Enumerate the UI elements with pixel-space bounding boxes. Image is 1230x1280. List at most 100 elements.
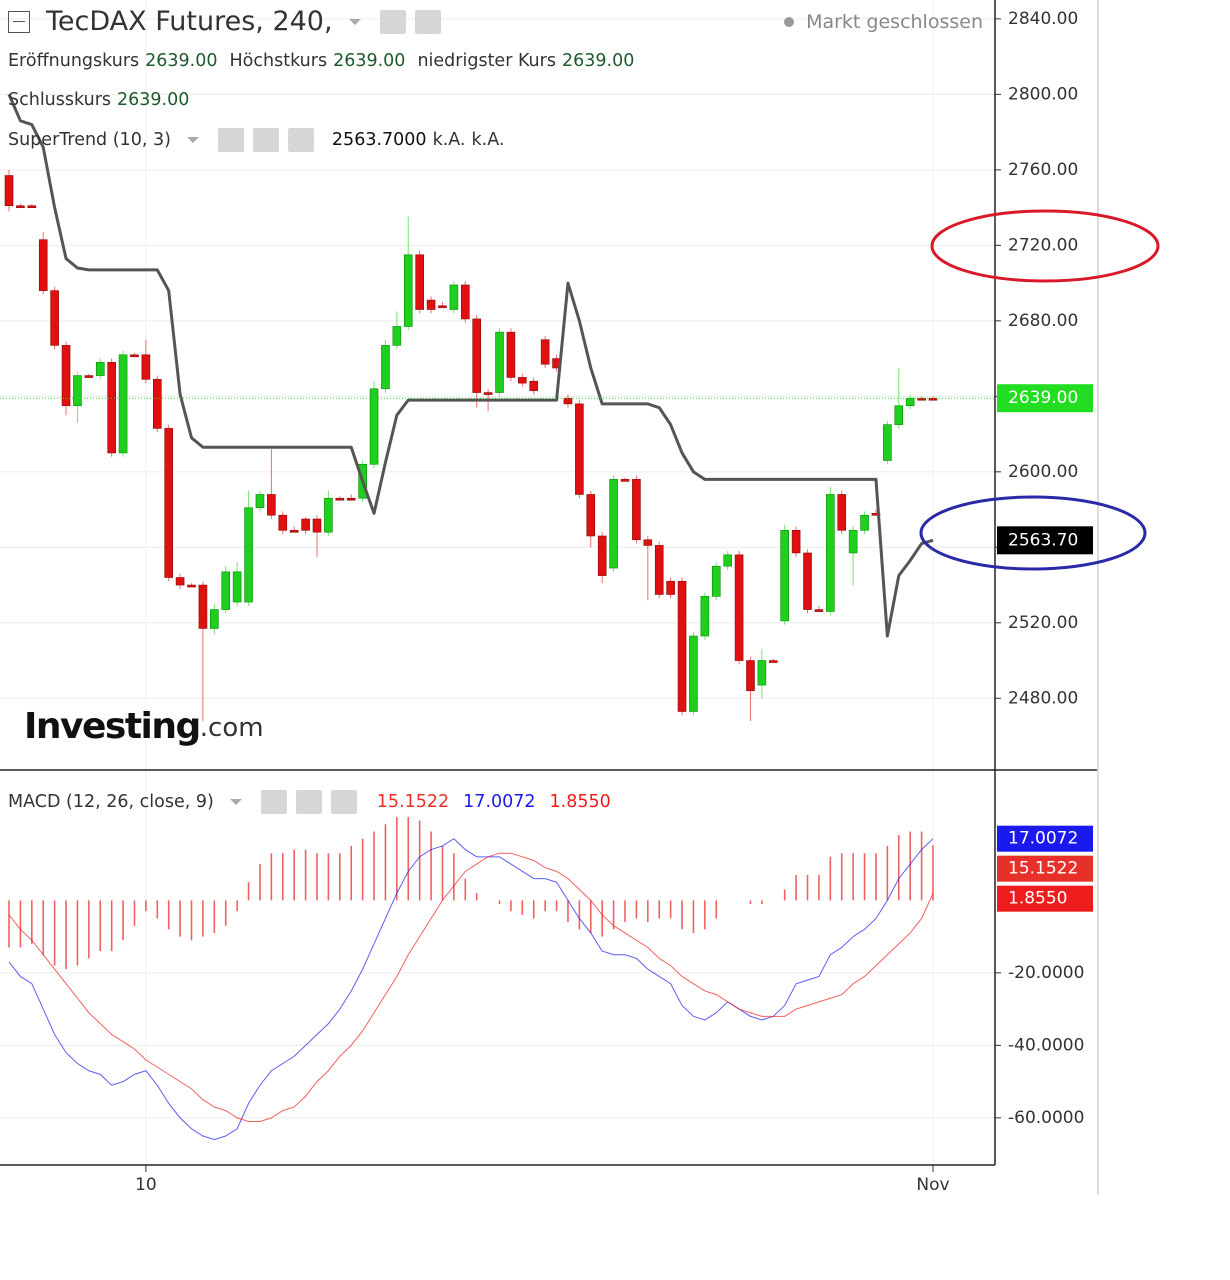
candle-body xyxy=(860,514,869,531)
watermark: Investing.com xyxy=(24,706,264,747)
candle-body xyxy=(483,392,493,395)
candle-body xyxy=(529,380,539,391)
status-text: Markt geschlossen xyxy=(806,11,983,33)
readings-row: Schlusskurs 2639.00 xyxy=(8,90,195,110)
candle-body xyxy=(324,497,333,533)
candle-body xyxy=(244,507,253,603)
settings-icon[interactable] xyxy=(414,9,441,34)
candle-body xyxy=(164,428,174,578)
settings-icon[interactable] xyxy=(252,128,279,152)
candle-body xyxy=(141,354,151,380)
y-tick-label: 2720.00 xyxy=(1008,235,1078,255)
last-price-tag xyxy=(997,384,1093,413)
candle-body xyxy=(438,305,447,309)
eye-icon[interactable] xyxy=(260,790,287,814)
settings-icon[interactable] xyxy=(295,790,322,814)
highlight-ellipse xyxy=(919,495,1147,571)
indicator-extra: k.A. xyxy=(471,130,505,150)
watermark-brand: Investing xyxy=(24,706,200,747)
eye-icon[interactable] xyxy=(217,128,244,152)
candle-body xyxy=(575,403,584,495)
macd-value: 17.0072 xyxy=(463,792,536,812)
reading-value: 2639.00 xyxy=(145,51,218,71)
indicator-name: SuperTrend (10, 3) xyxy=(8,130,171,150)
candle-body xyxy=(152,379,162,429)
candle-body xyxy=(335,497,345,501)
readings-row: Eröffnungskurs 2639.00 Höchstkurs 2639.00 ni… xyxy=(8,51,640,71)
candle-body xyxy=(757,660,767,686)
candle-body xyxy=(392,326,402,346)
reading-name: niedrigster Kurs xyxy=(417,51,556,71)
candle-body xyxy=(278,514,288,531)
x-tick-label: Nov xyxy=(916,1175,949,1195)
indicator-row: SuperTrend (10, 3) 2563.7000 k.A. k.A. xyxy=(8,128,504,152)
candle-body xyxy=(620,479,630,482)
candle-body xyxy=(495,331,504,393)
candle-body xyxy=(301,518,310,531)
macd-tag-label: 1.8550 xyxy=(1008,889,1067,909)
y-tick-label: 2480.00 xyxy=(1008,688,1078,708)
macd-tag-label: 15.1522 xyxy=(1008,859,1078,879)
candle-body xyxy=(50,290,59,346)
candle-body xyxy=(711,565,721,597)
macd-tag xyxy=(997,855,1093,882)
candle-body xyxy=(403,254,413,327)
candle-body xyxy=(107,362,116,454)
candle-body xyxy=(677,580,687,712)
candle-body xyxy=(791,530,801,554)
candle-body xyxy=(449,284,459,310)
candle-body xyxy=(369,388,379,465)
dropdown[interactable] xyxy=(348,18,361,25)
candle-body xyxy=(415,254,424,310)
candle-body xyxy=(780,530,790,622)
candle-body xyxy=(689,635,698,712)
candle-body xyxy=(540,339,550,365)
candle-body xyxy=(597,535,607,576)
dropdown[interactable] xyxy=(186,137,199,143)
y-tick-label: 2680.00 xyxy=(1008,311,1078,331)
indicator-value: 2563.7000 xyxy=(331,130,427,150)
dropdown[interactable] xyxy=(229,799,242,805)
candle-body xyxy=(460,284,470,320)
candle-body xyxy=(130,354,139,358)
chart-title: TecDAX Futures, 240, xyxy=(46,6,333,37)
macd-legend: MACD (12, 26, close, 9) 15.1522 17.0072 1.… xyxy=(8,790,619,814)
reading-value: 2639.00 xyxy=(333,51,406,71)
close-icon[interactable] xyxy=(287,128,314,152)
candle-body xyxy=(905,397,915,407)
reading-name: Höchstkurs xyxy=(229,51,328,71)
candle-body xyxy=(84,375,94,378)
candle-body xyxy=(73,375,82,407)
y-tick-label: 2760.00 xyxy=(1008,160,1078,180)
collapse-icon[interactable] xyxy=(8,10,30,33)
macd-tag-label: 17.0072 xyxy=(1008,829,1078,849)
reading-value: 2639.00 xyxy=(117,90,190,110)
candle-body xyxy=(894,405,904,425)
candle-body xyxy=(187,584,196,588)
macd-line xyxy=(8,838,934,1141)
candle-body xyxy=(518,377,527,384)
y-tick-label: 2800.00 xyxy=(1008,84,1078,104)
eye-icon[interactable] xyxy=(379,9,406,34)
candle-body xyxy=(472,318,482,393)
last-price-label: 2639.00 xyxy=(1008,388,1078,408)
y-tick-label: -60.0000 xyxy=(1008,1108,1084,1128)
candle-body xyxy=(826,494,835,612)
candle-body xyxy=(654,545,664,595)
candle-body xyxy=(837,494,847,531)
candle-body xyxy=(814,609,824,612)
y-tick-label: -40.0000 xyxy=(1008,1035,1084,1055)
candle-body xyxy=(4,175,14,207)
supertrend-label: 2563.70 xyxy=(1008,530,1078,550)
reading-name: Eröffnungskurs xyxy=(8,51,140,71)
close-icon[interactable] xyxy=(330,790,357,814)
reading-name: Schlusskurs xyxy=(8,90,112,110)
candle-body xyxy=(38,239,48,291)
highlight-ellipse xyxy=(930,209,1160,283)
status-dot xyxy=(784,17,795,27)
macd-tag xyxy=(997,885,1093,912)
candle-body xyxy=(768,660,778,663)
candle-body xyxy=(586,494,596,537)
title-row: TecDAX Futures, 240, xyxy=(8,6,441,37)
